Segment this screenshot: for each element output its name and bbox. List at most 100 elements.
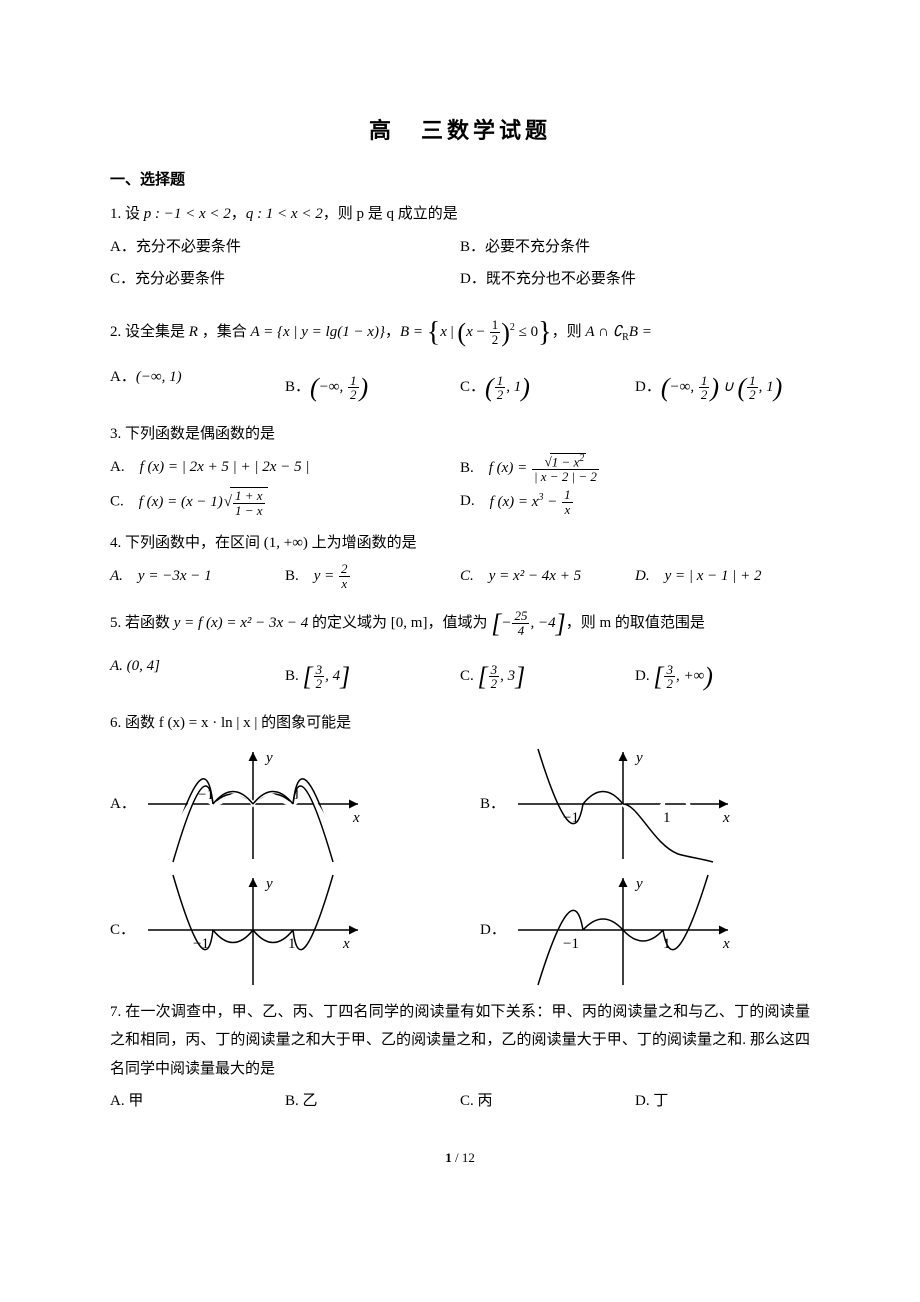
graph-c: C． y x −1 1 — [110, 870, 440, 990]
option-c: C. y = x² − 4x + 5 — [460, 562, 635, 591]
label: D． — [635, 379, 661, 395]
text: ，则 — [552, 324, 586, 340]
math: B = — [400, 324, 427, 340]
text: ，则 m 的取值范围是 — [566, 615, 705, 631]
math: [32, +∞) — [653, 668, 713, 684]
graph-c-svg: y x −1 1 — [138, 870, 368, 990]
den: 4 — [512, 624, 529, 638]
text: A ∩ ∁ — [585, 324, 622, 340]
text: ， — [231, 206, 246, 222]
option-c-label: C． — [110, 916, 130, 945]
label: D. — [460, 493, 490, 509]
math: y = f (x) = x² − 3x − 4 — [174, 615, 309, 631]
math: (−∞, 12) — [310, 379, 368, 395]
math: (12, 1) — [485, 379, 530, 395]
text: ， — [385, 324, 400, 340]
graph-row-1: A． y x −1 1 — [110, 744, 810, 864]
label: A. — [110, 459, 140, 475]
q5-options: A. (0, 4] B. [32, 4] C. [32, 3] D. [32, … — [110, 652, 810, 701]
option-a: A. f (x) = | 2x + 5 | + | 2x − 5 | — [110, 453, 460, 484]
math: q : 1 < x < 2 — [246, 206, 323, 222]
graph-row-2: C． y x −1 1 D． — [110, 870, 810, 990]
q4-stem: 4. 下列函数中，在区间 (1, +∞) 上为增函数的是 — [110, 529, 810, 558]
den: 2 — [314, 677, 325, 691]
num: 1 — [562, 488, 573, 503]
q6-stem: 6. 函数 f (x) = x · ln | x | 的图象可能是 — [110, 709, 810, 738]
den: 2 — [747, 388, 758, 402]
option-d: D．(−∞, 12) ∪ (12, 1) — [635, 363, 810, 412]
option-b: B. [32, 4] — [285, 652, 460, 701]
option-d: D. f (x) = x3 − 1x — [460, 487, 810, 517]
math: p : −1 < x < 2 — [144, 206, 231, 222]
num: 1 − x2 — [532, 453, 599, 470]
graph-a-svg: y x −1 1 — [138, 744, 368, 864]
den: x — [562, 503, 573, 517]
num: 3 — [314, 663, 325, 678]
t: , −4 — [530, 615, 555, 631]
question-7: 7. 在一次调查中，甲、乙、丙、丁四名同学的阅读量有如下关系：甲、丙的阅读量之和… — [110, 998, 810, 1116]
label: C. — [110, 494, 139, 510]
math: f (x) = x3 − 1x — [490, 494, 574, 510]
y-label: y — [264, 750, 273, 766]
math: R — [189, 324, 198, 340]
math: (−∞, 12) ∪ (12, 1) — [661, 379, 783, 395]
sub: R — [622, 332, 629, 343]
math: y = 2x — [314, 568, 351, 584]
label: C. — [460, 668, 478, 684]
question-3: 3. 下列函数是偶函数的是 A. f (x) = | 2x + 5 | + | … — [110, 420, 810, 521]
option-b: B. f (x) = 1 − x2| x − 2 | − 2 — [460, 453, 810, 484]
graph-d-svg: y x −1 1 — [508, 870, 738, 990]
den: 2 — [664, 677, 675, 691]
option-b-label: B． — [480, 790, 500, 819]
math: A ∩ ∁RB = — [585, 324, 652, 340]
den: 2 — [348, 388, 359, 402]
t: 1 − x — [552, 454, 580, 469]
option-a: A. y = −3x − 1 — [110, 562, 285, 591]
text: 1. 设 — [110, 206, 144, 222]
num: 3 — [489, 663, 500, 678]
den: | x − 2 | − 2 — [532, 470, 599, 484]
q4-options: A. y = −3x − 1 B. y = 2x C. y = x² − 4x … — [110, 562, 810, 591]
q1-stem: 1. 设 p : −1 < x < 2，q : 1 < x < 2，则 p 是 … — [110, 200, 810, 229]
label: D. — [635, 668, 653, 684]
page-title: 高 三数学试题 — [110, 110, 810, 152]
math: f (x) = 1 − x2| x − 2 | − 2 — [489, 460, 600, 476]
option-c: C．充分必要条件 — [110, 265, 460, 294]
label: B. — [285, 568, 314, 584]
text: ，则 p 是 q 成立的是 — [323, 206, 458, 222]
x-label: x — [722, 810, 730, 826]
q1-options: A．充分不必要条件 B．必要不充分条件 C．充分必要条件 D．既不充分也不必要条… — [110, 233, 810, 298]
den: 1 − x — [233, 504, 265, 518]
page-total: 12 — [462, 1150, 475, 1165]
num: 1 — [747, 374, 758, 389]
text: ，集合 — [198, 324, 251, 340]
option-d: D. 丁 — [635, 1087, 810, 1116]
num: 1 — [699, 374, 710, 389]
section-heading: 一、选择题 — [110, 166, 810, 195]
den: 2 — [489, 677, 500, 691]
graph-b-svg: y x −1 1 — [508, 744, 738, 864]
label: B. — [460, 460, 489, 476]
x-label: x — [722, 936, 730, 952]
q5-stem: 5. 若函数 y = f (x) = x² − 3x − 4 的定义域为 [0,… — [110, 599, 810, 648]
q7-options: A. 甲 B. 乙 C. 丙 D. 丁 — [110, 1087, 810, 1116]
text: 的定义域为 [0, m]，值域为 — [308, 615, 491, 631]
option-b: B．(−∞, 12) — [285, 363, 460, 412]
math: f (x) = (x − 1)1 + x1 − x — [139, 494, 269, 510]
exam-page: 高 三数学试题 一、选择题 1. 设 p : −1 < x < 2，q : 1 … — [0, 0, 920, 1211]
option-d-label: D． — [480, 916, 500, 945]
n: 1 — [766, 379, 774, 395]
q2-options: A．(−∞, 1) B．(−∞, 12) C．(12, 1) D．(−∞, 12… — [110, 363, 810, 412]
label: B． — [285, 379, 310, 395]
text: 2. 设全集是 — [110, 324, 189, 340]
option-a: A. (0, 4] — [110, 652, 285, 701]
graph-b: B． y x −1 1 — [480, 744, 810, 864]
q3-stem: 3. 下列函数是偶函数的是 — [110, 420, 810, 449]
den: x — [339, 577, 350, 591]
text: 5. 若函数 — [110, 615, 174, 631]
num: 1 — [348, 374, 359, 389]
q2-stem: 2. 设全集是 R ，集合 A = {x | y = lg(1 − x)}，B … — [110, 306, 810, 359]
page-number: 1 — [445, 1150, 452, 1165]
pos1: 1 — [663, 810, 671, 826]
label: B. — [285, 668, 303, 684]
